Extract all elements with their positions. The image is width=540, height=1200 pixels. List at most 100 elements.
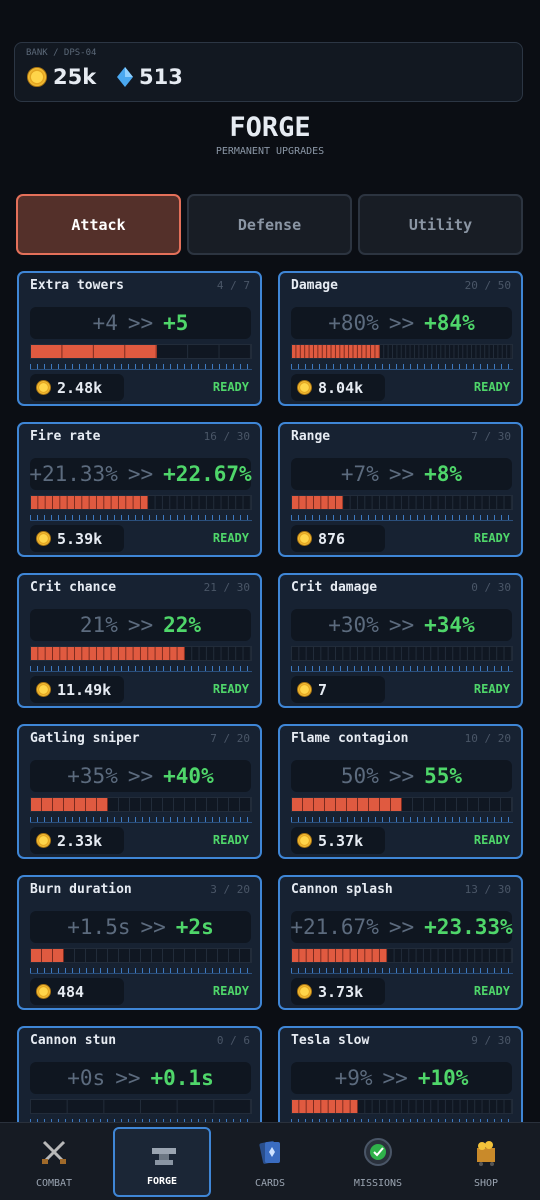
upgrade-name: Crit damage: [291, 580, 378, 595]
value-box: +4 >> +5: [30, 307, 251, 339]
gems: 513: [117, 65, 183, 89]
progress-bar: [30, 344, 252, 359]
max-level: 30: [497, 581, 511, 594]
tab[interactable]: Attack: [16, 194, 181, 255]
upgrade-card[interactable]: Tesla slow 9 / 30 +9% >> +10%: [278, 1026, 523, 1122]
progress-bar: [30, 646, 252, 661]
nav-button[interactable]: FORGE: [113, 1127, 211, 1197]
coin-icon: [27, 67, 47, 87]
level: 3: [210, 883, 217, 896]
value-box: +35% >> +40%: [30, 760, 251, 792]
cost: 3.73k: [318, 982, 364, 1001]
next-value: +5: [163, 311, 189, 335]
next-value: +0.1s: [150, 1066, 214, 1090]
progress-fill: [31, 949, 64, 962]
tab[interactable]: Defense: [187, 194, 352, 255]
upgrade-card[interactable]: Fire rate 16 / 30 +21.33% >> +22.67% 5.39k REA…: [17, 422, 262, 557]
progress-fill: [292, 496, 344, 509]
next-value: 22%: [163, 613, 202, 637]
current-value: 50%: [340, 764, 379, 788]
upgrade-card[interactable]: Cannon stun 0 / 6 +0s >> +0.1s: [17, 1026, 262, 1122]
current-value: +1.5s: [67, 915, 131, 939]
value-box: +30% >> +34%: [291, 609, 512, 641]
upgrade-name: Damage: [291, 278, 338, 293]
next-value: +84%: [424, 311, 475, 335]
value-box: +80% >> +84%: [291, 307, 512, 339]
arrow: >>: [388, 764, 415, 788]
gem-amount: 513: [139, 65, 183, 89]
level-separator: /: [484, 581, 492, 594]
nav-label: COMBAT: [35, 1178, 73, 1189]
cost-pill: 8.04k: [291, 374, 385, 401]
max-level: 30: [497, 883, 511, 896]
max-level: 30: [497, 430, 511, 443]
cost-pill: 5.39k: [30, 525, 124, 552]
coin-icon: [297, 682, 312, 697]
progress-bar: [30, 948, 252, 963]
current-value: +4: [92, 311, 118, 335]
upgrade-card[interactable]: Gatling sniper 7 / 20 +35% >> +40% 2.33k READY: [17, 724, 262, 859]
coins: 25k: [27, 65, 96, 89]
progress-fill: [31, 647, 185, 660]
level-text: 21 / 30: [204, 581, 250, 594]
level: 20: [464, 279, 478, 292]
level-text: 10 / 20: [465, 732, 511, 745]
coin-icon: [36, 833, 51, 848]
level-separator: /: [223, 883, 231, 896]
current-value: +9%: [334, 1066, 373, 1090]
value-box: 21% >> 22%: [30, 609, 251, 641]
progress-bar: [291, 1099, 513, 1114]
ruler: [291, 968, 513, 974]
nav-button[interactable]: SHOP: [437, 1127, 535, 1197]
upgrade-card[interactable]: Burn duration 3 / 20 +1.5s >> +2s 484 READY: [17, 875, 262, 1010]
progress-fill: [292, 1100, 358, 1113]
upgrade-card[interactable]: Crit chance 21 / 30 21% >> 22% 11.49k READY: [17, 573, 262, 708]
max-level: 50: [497, 279, 511, 292]
level-text: 0 / 30: [471, 581, 511, 594]
coin-icon: [297, 984, 312, 999]
progress-bar: [291, 495, 513, 510]
next-value: +40%: [163, 764, 214, 788]
progress-bar: [30, 1099, 252, 1114]
current-value: 21%: [79, 613, 118, 637]
upgrade-card[interactable]: Crit damage 0 / 30 +30% >> +34% 7 READY: [278, 573, 523, 708]
upgrade-card[interactable]: Range 7 / 30 +7% >> +8% 876 READY: [278, 422, 523, 557]
nav-button[interactable]: COMBAT: [5, 1127, 103, 1197]
upgrade-card[interactable]: Damage 20 / 50 +80% >> +84% 8.04k READY: [278, 271, 523, 406]
current-value: +0s: [67, 1066, 106, 1090]
level: 7: [471, 430, 478, 443]
upgrade-name: Cannon stun: [30, 1033, 117, 1048]
level-text: 13 / 30: [465, 883, 511, 896]
ruler: [30, 1119, 252, 1122]
nav-button[interactable]: CARDS: [221, 1127, 319, 1197]
level-text: 4 / 7: [217, 279, 250, 292]
arrow: >>: [140, 915, 166, 939]
value-box: +0s >> +0.1s: [30, 1062, 251, 1094]
ruler: [30, 817, 252, 823]
value-box: +9% >> +10%: [291, 1062, 512, 1094]
current-value: +80%: [328, 311, 379, 335]
max-level: 30: [497, 1034, 511, 1047]
max-level: 20: [236, 732, 250, 745]
upgrade-card[interactable]: Cannon splash 13 / 30 +21.67% >> +23.33% 3.73…: [278, 875, 523, 1010]
status: READY: [473, 833, 510, 847]
nav-label: FORGE: [146, 1176, 178, 1187]
cost: 5.39k: [57, 529, 103, 548]
ruler: [30, 364, 252, 370]
level-text: 0 / 6: [217, 1034, 250, 1047]
current-value: +21.33%: [29, 462, 118, 486]
tab[interactable]: Utility: [358, 194, 523, 255]
arrow: >>: [388, 462, 415, 486]
next-value: +8%: [424, 462, 463, 486]
upgrade-card[interactable]: Extra towers 4 / 7 +4 >> +5 2.48k READY: [17, 271, 262, 406]
nav-button[interactable]: MISSIONS: [329, 1127, 427, 1197]
nav-icon: [364, 1138, 392, 1166]
status: READY: [212, 531, 249, 545]
screen-title: FORGE: [229, 112, 311, 143]
level-separator: /: [223, 430, 231, 443]
upgrade-card[interactable]: Flame contagion 10 / 20 50% >> 55% 5.37k READY: [278, 724, 523, 859]
max-level: 20: [497, 732, 511, 745]
ruler: [291, 1119, 513, 1122]
max-level: 7: [243, 279, 250, 292]
